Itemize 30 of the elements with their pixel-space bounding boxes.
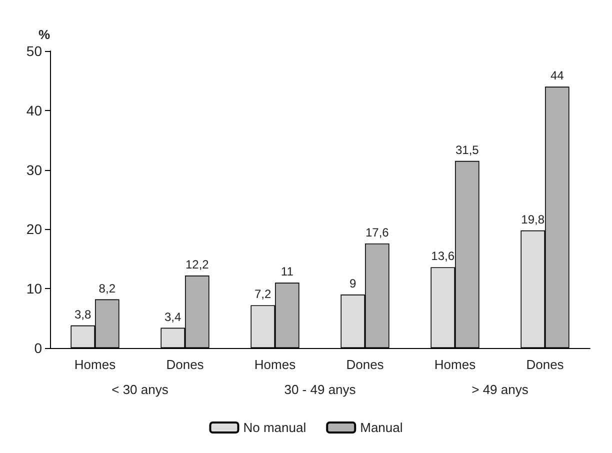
data-label: 7,2 (254, 287, 272, 302)
text: < 30 anys (112, 382, 169, 397)
legend-label: No manual (243, 420, 306, 435)
data-label: 3,4 (164, 310, 182, 324)
data-label: 11 (280, 264, 294, 279)
x-tick-label: Dones (346, 357, 384, 372)
y-tick-label: 20 (26, 221, 42, 238)
data-label: 19,8 (521, 212, 545, 226)
data-label: 12,2 (185, 258, 210, 272)
y-tick-label: 30 (26, 162, 42, 178)
data-label: 3,8 (74, 307, 92, 322)
y-tick-label: 10 (26, 280, 42, 297)
legend-label: Manual (360, 420, 403, 435)
x-tick-label: Dones (166, 357, 204, 372)
data-label: 44 (550, 68, 564, 83)
y-axis-title: % (38, 27, 50, 42)
y-tick-label: 0 (34, 340, 42, 356)
text: 30 - 49 anys (284, 382, 356, 397)
data-label: 13,6 (431, 249, 455, 264)
x-tick-label: Dones (526, 357, 564, 372)
x-tick-label: Homes (434, 357, 476, 372)
data-label: 31,5 (455, 142, 480, 157)
data-label: 9 (350, 276, 357, 291)
y-tick-label: 50 (26, 43, 42, 59)
x-tick-label: Homes (74, 357, 116, 372)
y-tick-label: 40 (26, 102, 42, 118)
x-tick-label: Homes (254, 357, 296, 372)
data-label: 8,2 (98, 281, 116, 296)
text: > 49 anys (472, 382, 529, 397)
data-label: 17,6 (365, 225, 390, 240)
